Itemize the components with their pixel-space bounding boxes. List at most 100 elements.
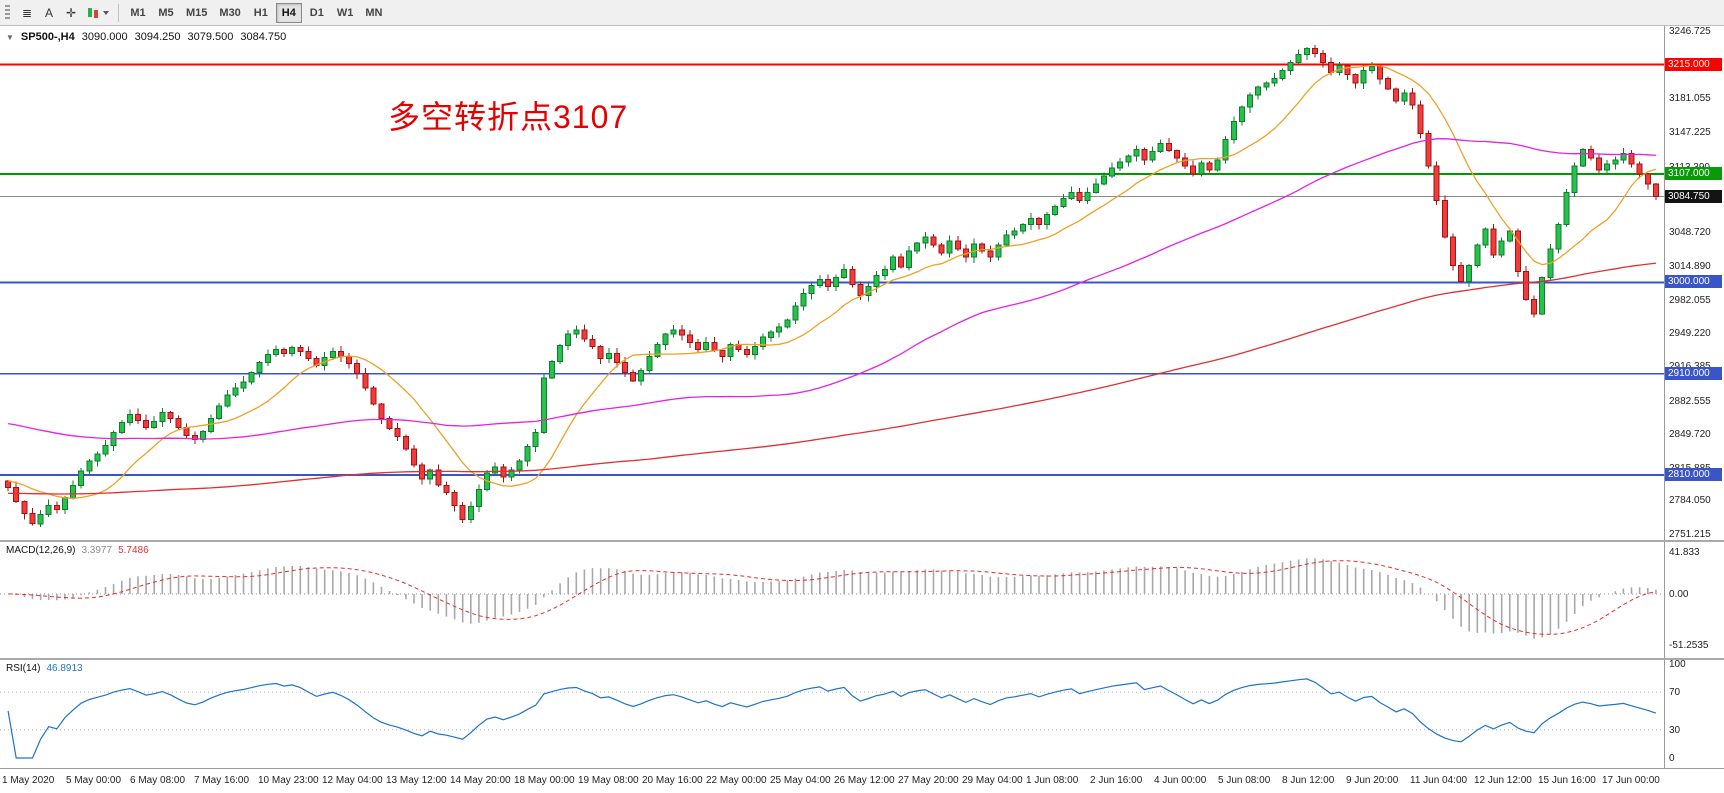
candle	[1044, 214, 1051, 226]
candle	[1506, 230, 1513, 242]
candle	[508, 469, 515, 478]
rsi-canvas[interactable]	[0, 660, 1664, 768]
collapse-ohlc-arrow[interactable]: ▼	[6, 32, 14, 42]
price-chart-canvas[interactable]	[0, 26, 1664, 540]
candle	[1320, 52, 1327, 63]
chart-list-button[interactable]: ≣	[16, 3, 38, 23]
candle	[248, 372, 255, 383]
macd-plot[interactable]	[0, 542, 1664, 658]
chart-text-annotation: 多空转折点3107	[388, 99, 629, 135]
time-tick-label: 12 Jun 12:00	[1474, 775, 1532, 786]
candle	[329, 350, 336, 358]
candle	[1409, 92, 1416, 106]
chart-type-button[interactable]	[82, 3, 113, 23]
candle	[1117, 161, 1124, 169]
candle	[1571, 165, 1578, 193]
candle	[297, 346, 304, 352]
candle	[21, 501, 28, 515]
candle	[1360, 70, 1367, 84]
time-tick-label: 12 May 04:00	[322, 775, 383, 786]
candle	[687, 334, 693, 343]
candle	[1125, 155, 1132, 163]
candle	[240, 381, 247, 389]
candle	[427, 469, 434, 480]
candle	[622, 362, 628, 374]
candle	[881, 268, 888, 276]
time-tick-label: 19 May 08:00	[578, 775, 639, 786]
candle	[118, 421, 125, 433]
candle	[1555, 224, 1562, 250]
candle	[922, 236, 929, 244]
candle	[1149, 151, 1156, 161]
candle	[1433, 165, 1440, 201]
panel-divider[interactable]	[0, 540, 1724, 542]
rsi-tick-label: 30	[1669, 725, 1681, 736]
timeframe-d1[interactable]: D1	[304, 3, 330, 23]
timeframe-m1[interactable]: M1	[125, 3, 151, 23]
timeframe-w1[interactable]: W1	[332, 3, 359, 23]
candle	[711, 341, 718, 351]
crosshair-tool-button[interactable]: ✛	[60, 3, 82, 23]
candle	[1352, 74, 1359, 84]
rsi-axis[interactable]: 100 70 30 0	[1664, 659, 1724, 768]
candle	[126, 413, 133, 423]
timeframe-mn[interactable]: MN	[360, 3, 387, 23]
price-tick-label: 3147.225	[1669, 127, 1711, 138]
rsi-header: RSI(14) 46.8913	[6, 663, 83, 674]
candle	[1279, 70, 1286, 80]
candle	[1328, 62, 1335, 74]
timeframe-h4[interactable]: H4	[275, 2, 302, 23]
price-chart-plot[interactable]	[0, 26, 1664, 540]
candle	[378, 403, 385, 419]
price-tick-label: 2916.385	[1669, 361, 1711, 372]
candle	[1425, 133, 1432, 167]
price-level-badge: 2910.000	[1665, 367, 1722, 380]
candle	[459, 505, 466, 521]
time-tick-label: 8 Jun 12:00	[1282, 775, 1335, 786]
macd-axis[interactable]: 41.833 0.00 -51.2535	[1664, 542, 1724, 658]
candle	[906, 250, 913, 268]
candle	[394, 428, 401, 438]
price-axis[interactable]: 3246.7253181.0553147.2253113.3903048.720…	[1664, 26, 1724, 540]
candle	[1182, 157, 1189, 167]
candle	[1636, 163, 1643, 175]
price-tick-label: 2751.215	[1669, 529, 1711, 540]
candle	[1531, 299, 1538, 315]
macd-tick-label: 41.833	[1669, 547, 1700, 558]
candle	[849, 268, 856, 286]
macd-canvas[interactable]	[0, 542, 1664, 658]
candle	[898, 256, 904, 268]
candle	[1344, 65, 1351, 76]
candle	[1579, 149, 1586, 167]
candle	[1190, 165, 1197, 175]
time-axis[interactable]: 1 May 2020 5 May 00:00 6 May 08:00 7 May 16…	[0, 768, 1724, 793]
candle	[159, 411, 166, 422]
candle	[1174, 150, 1180, 159]
candle	[800, 293, 807, 307]
chart-list-icon: ≣	[21, 5, 33, 20]
macd-main-value: 3.3977	[81, 545, 113, 556]
panel-divider[interactable]	[0, 658, 1724, 660]
candle	[613, 353, 620, 364]
timeframe-h1[interactable]: H1	[248, 3, 274, 23]
candle	[1036, 218, 1042, 226]
cursor-tool-button[interactable]: A	[38, 3, 60, 23]
candle	[1019, 224, 1026, 232]
timeframe-m15[interactable]: M15	[181, 3, 212, 23]
candle	[808, 285, 815, 295]
candle	[1490, 228, 1497, 256]
candle	[264, 354, 271, 364]
toolbar-grip[interactable]	[5, 4, 10, 21]
candle	[362, 373, 369, 389]
candle	[29, 513, 36, 525]
timeframe-m5[interactable]: M5	[153, 3, 179, 23]
candle	[475, 488, 482, 507]
candle	[273, 348, 279, 355]
rsi-plot[interactable]	[0, 660, 1664, 768]
candle	[573, 329, 580, 335]
candle	[516, 460, 523, 471]
timeframe-m30[interactable]: M30	[214, 3, 245, 23]
price-tick-label: 3181.055	[1669, 93, 1711, 104]
candle	[857, 284, 864, 297]
time-tick-label: 5 Jun 08:00	[1218, 775, 1271, 786]
